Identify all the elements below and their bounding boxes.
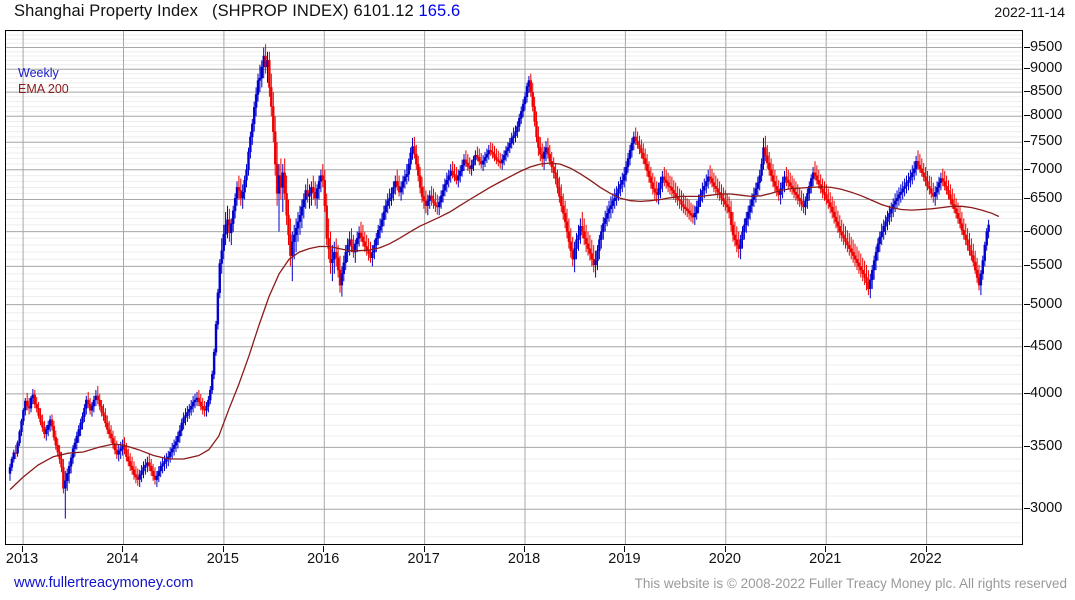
x-tick-mark: [925, 546, 927, 552]
y-tick-mark: [1024, 392, 1030, 394]
y-tick-mark: [1024, 303, 1030, 305]
x-tick-label: 2022: [909, 551, 942, 567]
chart-canvas: [6, 31, 1022, 544]
x-tick-mark: [222, 546, 224, 552]
y-tick-mark: [1024, 68, 1030, 70]
x-tick-mark: [122, 546, 124, 552]
y-tick-label: 6500: [1030, 190, 1063, 207]
x-tick-mark: [524, 546, 526, 552]
x-tick-mark: [624, 546, 626, 552]
y-tick-label: 4500: [1030, 337, 1063, 354]
x-tick-mark: [724, 546, 726, 552]
y-tick-label: 9000: [1030, 60, 1063, 77]
y-tick-mark: [1024, 115, 1030, 117]
x-tick-mark: [423, 546, 425, 552]
candlestick-series: [8, 44, 990, 519]
x-tick-label: 2014: [106, 551, 139, 567]
instrument-symbol: (SHPROP INDEX): [211, 2, 349, 20]
y-tick-label: 5500: [1030, 257, 1063, 274]
price-change: 165.6: [418, 2, 461, 20]
x-tick-label: 2017: [407, 551, 440, 567]
y-tick-label: 3000: [1030, 500, 1063, 517]
y-tick-mark: [1024, 198, 1030, 200]
site-url[interactable]: www.fullertreacymoney.com: [14, 575, 194, 591]
x-tick-label: 2015: [206, 551, 239, 567]
legend-ema: EMA 200: [18, 82, 69, 96]
y-tick-label: 8000: [1030, 107, 1063, 124]
price-chart-plot[interactable]: Weekly EMA 200: [5, 30, 1023, 545]
instrument-name: Shanghai Property Index: [14, 2, 198, 20]
major-gridlines: [6, 47, 1022, 510]
chart-legend: Weekly EMA 200: [18, 65, 69, 97]
y-tick-mark: [1024, 265, 1030, 267]
x-tick-label: 2019: [608, 551, 641, 567]
y-tick-mark: [1024, 345, 1030, 347]
y-tick-mark: [1024, 46, 1030, 48]
last-price: 6101.12: [353, 2, 414, 20]
y-tick-label: 9500: [1030, 38, 1063, 55]
x-tick-mark: [825, 546, 827, 552]
page-title: Shanghai Property Index (SHPROP INDEX) 6…: [14, 2, 460, 21]
y-tick-mark: [1024, 91, 1030, 93]
y-tick-mark: [1024, 446, 1030, 448]
vertical-gridlines: [22, 31, 928, 544]
x-tick-label: 2013: [5, 551, 39, 567]
y-tick-mark: [1024, 230, 1030, 232]
x-tick-label: 2021: [809, 551, 842, 567]
x-tick-label: 2016: [307, 551, 340, 567]
y-tick-label: 3500: [1030, 438, 1063, 455]
ema-200-line: [9, 162, 1000, 491]
y-tick-mark: [1024, 508, 1030, 510]
chart-date: 2022-11-14: [994, 4, 1065, 20]
x-tick-mark: [22, 546, 24, 552]
legend-interval: Weekly: [18, 66, 59, 80]
y-tick-label: 4000: [1030, 384, 1063, 401]
x-tick-mark: [323, 546, 325, 552]
y-tick-label: 7000: [1030, 160, 1063, 177]
y-tick-mark: [1024, 141, 1030, 143]
y-tick-label: 8500: [1030, 83, 1063, 100]
y-tick-label: 7500: [1030, 133, 1063, 150]
y-tick-label: 5000: [1030, 295, 1063, 312]
copyright-notice: This website is © 2008-2022 Fuller Treac…: [634, 576, 1067, 591]
y-tick-mark: [1024, 168, 1030, 170]
chart-header: Shanghai Property Index (SHPROP INDEX) 6…: [0, 0, 1075, 26]
x-tick-label: 2020: [708, 551, 741, 567]
y-tick-label: 6000: [1030, 222, 1063, 239]
x-tick-label: 2018: [507, 551, 541, 567]
